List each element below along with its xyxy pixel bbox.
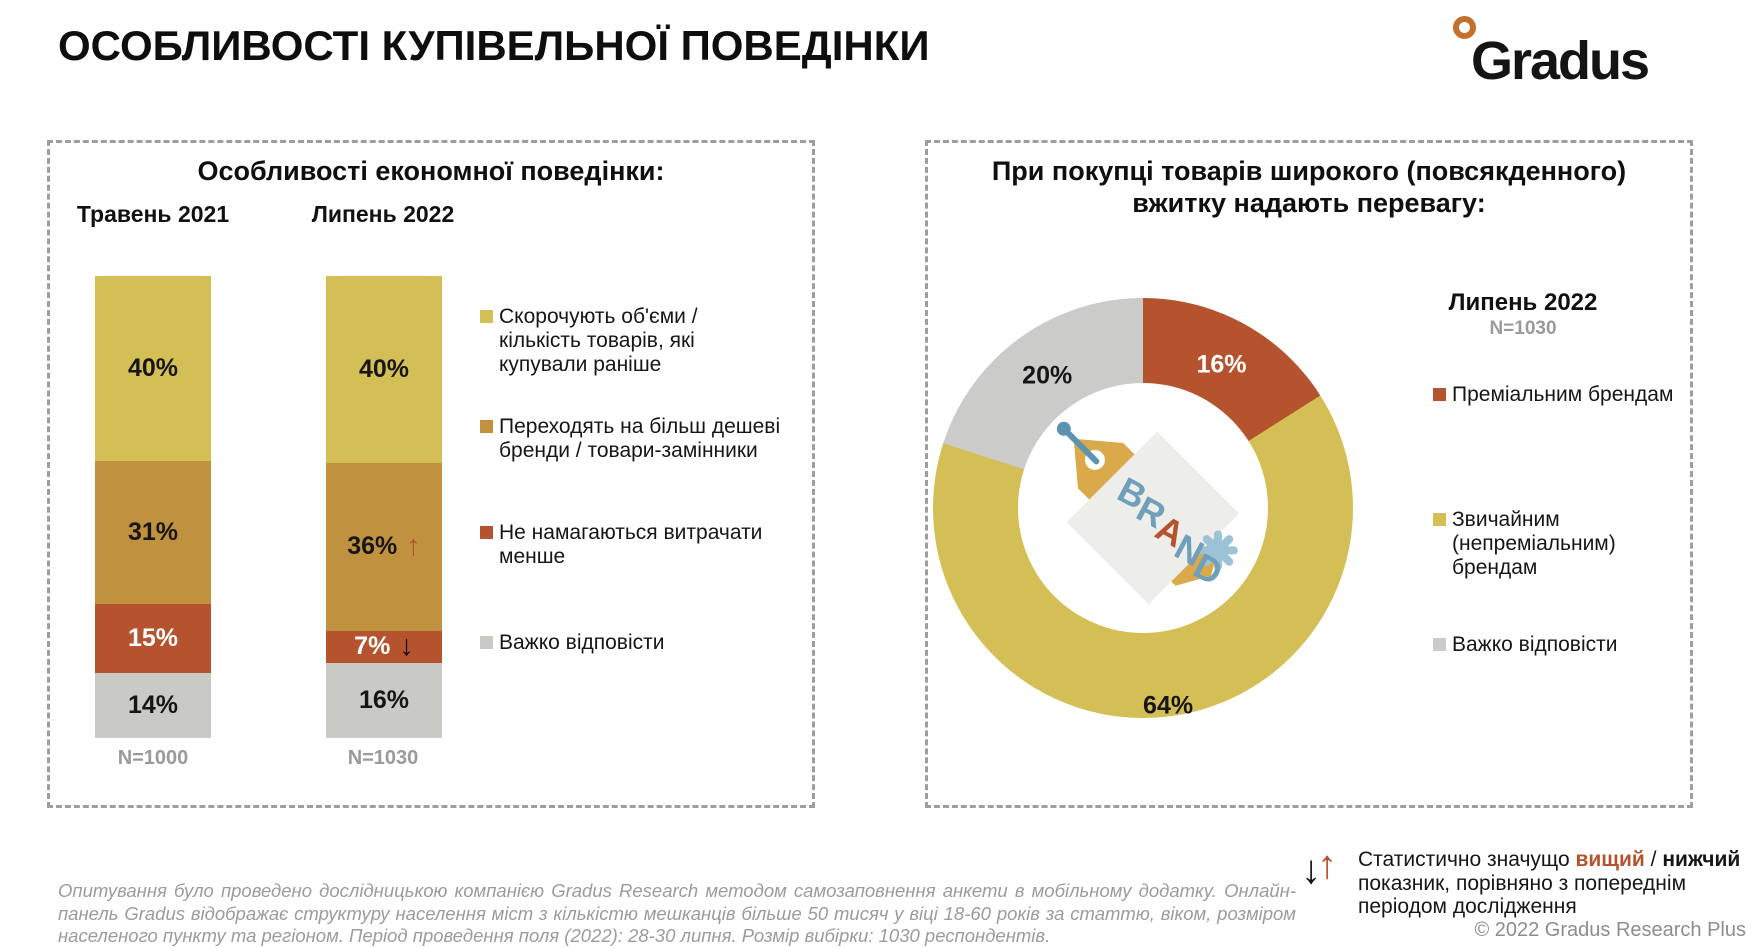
significance-arrows: ↓↑ — [1301, 843, 1341, 890]
bar-value-label: 36% — [347, 532, 398, 561]
legend-swatch — [480, 420, 493, 433]
stacked-bar-chart: 40% 31% 15% 14% 40% 36% ↑ 7% ↓ 16% — [50, 143, 818, 811]
legend-label: Звичайним (непреміальним) брендам — [1452, 508, 1616, 579]
arrow-up-icon: ↑ — [1317, 843, 1337, 887]
legend-item: Звичайним (непреміальним) брендам — [1433, 508, 1618, 580]
slice-value-label: 16% — [1196, 350, 1247, 379]
bar-chart-title: Особливості економної поведінки: — [197, 156, 665, 186]
note-text: / — [1644, 848, 1663, 871]
bar-value-label: 40% — [127, 353, 179, 382]
lower-word: нижчий — [1662, 848, 1741, 871]
legend-swatch — [480, 636, 493, 649]
bar-value-label: 31% — [127, 517, 179, 546]
significance-note: Статистично значущо вищий / нижчий показ… — [1358, 848, 1751, 919]
degree-icon — [1453, 16, 1476, 39]
brand-tag-illustration: B R A N D — [1056, 421, 1240, 605]
donut-chart: B R A N D 16% 64% 20% — [933, 298, 1353, 720]
methodology-note: Опитування було проведено дослідницькою … — [58, 880, 1296, 946]
legend-label: Важко відповісти — [499, 631, 665, 654]
note-text: показник, порівняно з попереднім періодо… — [1358, 871, 1687, 919]
donut-period-label: Липень 2022 — [1448, 289, 1598, 316]
bar-segment: 7% ↓ — [326, 630, 442, 664]
bar-segment: 14% — [95, 673, 211, 738]
donut-hole: B R A N D — [1018, 383, 1268, 633]
bar-segment: 40% — [326, 276, 442, 463]
bar-value-label: 15% — [127, 624, 179, 653]
legend-swatch — [480, 310, 493, 323]
bar-value-label: 14% — [127, 691, 179, 720]
note-text: Статистично значущо — [1358, 848, 1576, 871]
legend-swatch — [1433, 513, 1446, 526]
logo-text: Gradus — [1471, 31, 1650, 91]
legend-item: Важко відповісти — [1433, 633, 1678, 657]
bar-value-label: 7% — [354, 632, 391, 661]
slice-value-label: 20% — [1022, 361, 1073, 390]
bar-segment: 36% ↑ — [326, 462, 442, 631]
legend-item: Не намагаються витрачати менше — [480, 521, 782, 569]
copyright: © 2022 Gradus Research Plus — [1474, 919, 1746, 941]
bar-segment: 16% — [326, 663, 442, 738]
legend-item: Преміальним брендам — [1433, 383, 1678, 407]
sample-size-may: N=1000 — [117, 747, 189, 769]
gradus-logo: Gradus — [1451, 12, 1711, 92]
bar-segment: 40% — [95, 276, 211, 461]
legend-swatch — [480, 526, 493, 539]
legend-swatch — [1433, 638, 1446, 651]
page-title: ОСОБЛИВОСТІ КУПІВЕЛЬНОЇ ПОВЕДІНКИ — [58, 22, 930, 69]
legend-label: Важко відповісти — [1452, 633, 1618, 656]
legend-item: Скорочують об'єми / кількість товарів, я… — [480, 305, 782, 377]
column-header-july-2022: Липень 2022 — [311, 201, 455, 227]
bar-value-label: 40% — [358, 354, 410, 383]
legend-label: Скорочують об'єми / кількість товарів, я… — [499, 305, 698, 376]
bar-segment: 31% — [95, 460, 211, 605]
significance-arrow: ↓ — [399, 630, 414, 663]
donut-chart-title: При покупці товарів широкого (повсякденн… — [991, 156, 1627, 218]
asterisk-icon — [1197, 530, 1238, 571]
legend-swatch — [1433, 388, 1446, 401]
legend-item: Переходять на більш дешеві бренди / това… — [480, 415, 782, 463]
legend-label: Преміальним брендам — [1452, 383, 1674, 406]
bar-segment: 15% — [95, 604, 211, 674]
higher-word: вищий — [1575, 848, 1645, 871]
column-header-may-2021: Травень 2021 — [76, 201, 230, 227]
donut-sample-size: N=1030 — [1489, 318, 1557, 339]
pin-icon — [1060, 425, 1100, 465]
legend-item: Важко відповісти — [480, 631, 782, 655]
slice-value-label: 64% — [1143, 691, 1194, 720]
sample-size-july: N=1030 — [347, 747, 419, 769]
legend-label: Не намагаються витрачати менше — [499, 521, 763, 568]
bar-value-label: 16% — [358, 686, 410, 715]
significance-arrow: ↑ — [406, 530, 421, 563]
brand-preference-panel: При покупці товарів широкого (повсякденн… — [925, 140, 1693, 808]
economical-behavior-panel: Особливості економної поведінки: Травень… — [47, 140, 815, 808]
legend-label: Переходять на більш дешеві бренди / това… — [499, 415, 781, 462]
arrow-down-icon: ↓ — [1301, 848, 1321, 892]
